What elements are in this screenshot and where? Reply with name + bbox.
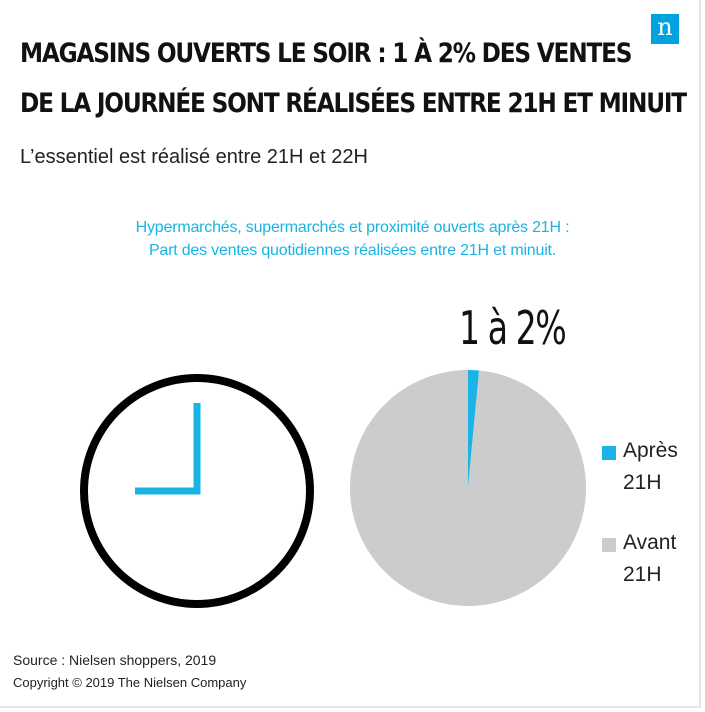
pie-chart	[350, 369, 587, 606]
chart-caption-line-2: Part des ventes quotidiennes réalisées e…	[148, 242, 557, 259]
title-line-1: MAGASINS OUVERTS LE SOIR : 1 À 2% DES VE…	[20, 38, 632, 69]
pie-slice-apr-s-21h	[468, 369, 480, 488]
title-line-2: DE LA JOURNÉE SONT RÉALISÉES ENTRE 21H E…	[20, 88, 687, 119]
subtitle: L’essentiel est réalisé entre 21H et 22H	[20, 146, 368, 168]
legend-label-avant: Avant 21H	[623, 531, 677, 586]
legend-swatch-avant	[602, 538, 616, 552]
clock-icon	[80, 374, 314, 608]
chart-caption-line-1: Hypermarchés, supermarchés et proximité …	[135, 219, 570, 236]
copyright-note: Copyright © 2019 The Nielsen Company	[13, 675, 247, 690]
nielsen-logo: n	[651, 14, 679, 44]
pie-annotation: 1 à 2%	[459, 301, 567, 355]
legend-swatch-apres	[602, 446, 616, 460]
clock-face	[80, 374, 314, 608]
pie-slice-avant-21h	[350, 369, 587, 606]
source-note: Source : Nielsen shoppers, 2019	[13, 652, 217, 668]
legend-label-apres: Après 21H	[623, 439, 678, 494]
